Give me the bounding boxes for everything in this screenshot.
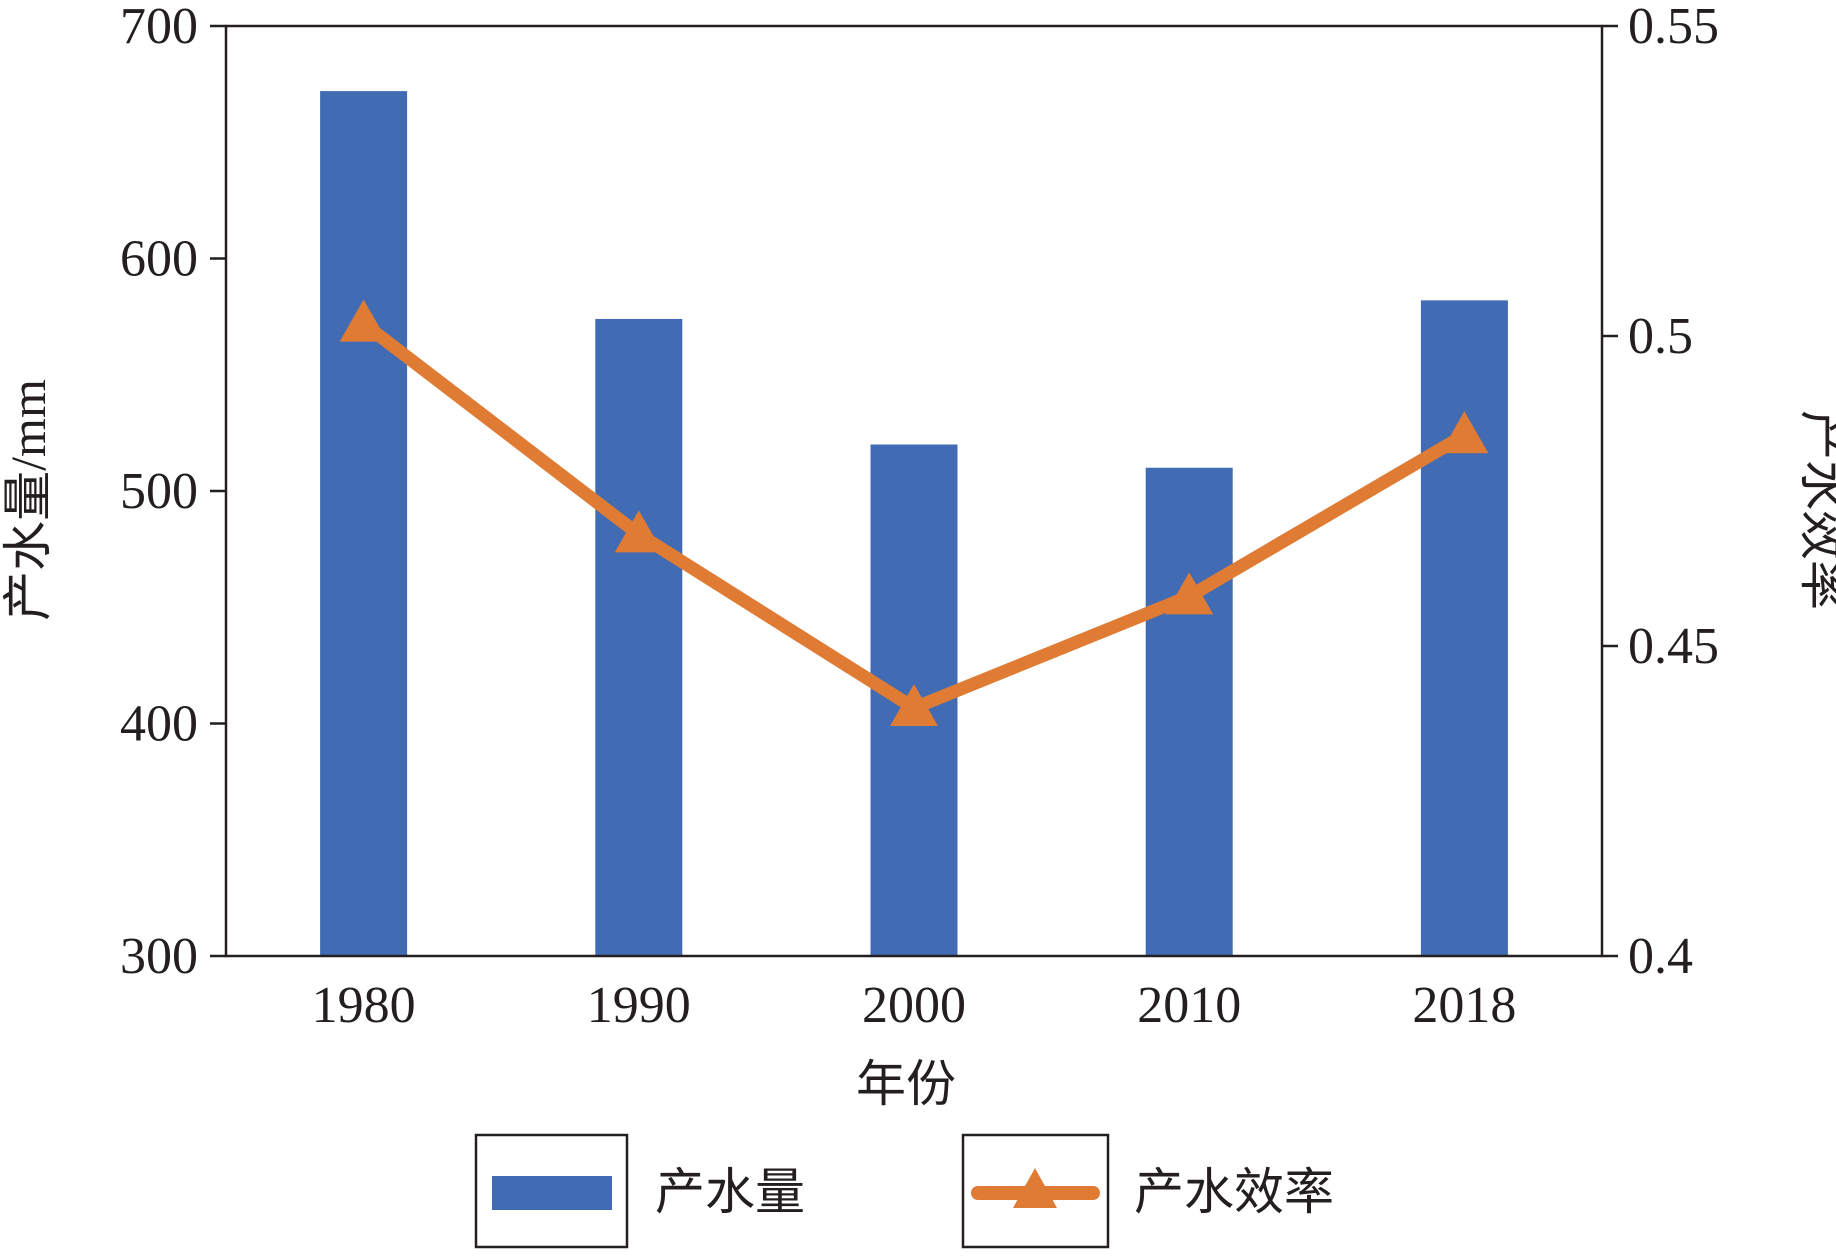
x-tick-label: 1980 bbox=[312, 977, 416, 1034]
y-axis-label: 产水量/mm bbox=[0, 379, 56, 621]
efficiency-marker-2000 bbox=[890, 684, 938, 726]
efficiency-marker-1990 bbox=[614, 510, 663, 553]
plot-area bbox=[320, 91, 1508, 957]
x-tick-label: 2000 bbox=[862, 977, 966, 1034]
x-tick-label: 2010 bbox=[1137, 977, 1241, 1034]
y2-tick-label: 0.55 bbox=[1628, 0, 1719, 55]
y-tick-label: 700 bbox=[120, 0, 198, 55]
y-tick-label: 300 bbox=[120, 928, 198, 985]
x-tick-label: 1990 bbox=[587, 977, 691, 1034]
bar-2010 bbox=[1145, 467, 1233, 956]
x-axis-label: 年份 bbox=[856, 1056, 956, 1112]
y2-tick-label: 0.4 bbox=[1628, 928, 1693, 985]
efficiency-marker-1980 bbox=[339, 299, 388, 342]
bar-2018 bbox=[1420, 300, 1508, 957]
x-tick-label: 2018 bbox=[1412, 977, 1516, 1034]
axes: 300 400 500 600 700 0.4 0.45 0.5 0.55 1980 1990 200… bbox=[120, 0, 1719, 1034]
y2-tick-label: 0.5 bbox=[1628, 308, 1693, 365]
y2-axis-label: 产水效率 bbox=[1795, 410, 1836, 610]
legend-swatch-bar bbox=[492, 1176, 612, 1210]
y2-tick-label: 0.45 bbox=[1628, 618, 1719, 675]
y-tick-label: 500 bbox=[120, 463, 198, 520]
y-tick-label: 400 bbox=[120, 696, 198, 753]
legend: 产水量 产水效率 bbox=[474, 1133, 1334, 1249]
legend-label-line: 产水效率 bbox=[1134, 1164, 1334, 1220]
bar-1980 bbox=[320, 91, 408, 957]
legend-swatch-marker bbox=[1013, 1168, 1057, 1208]
efficiency-marker-2010 bbox=[1165, 572, 1214, 615]
efficiency-marker-2018 bbox=[1440, 411, 1489, 454]
y-tick-label: 600 bbox=[120, 231, 198, 288]
legend-label-bar: 产水量 bbox=[655, 1164, 805, 1220]
bar-1990 bbox=[595, 318, 683, 956]
